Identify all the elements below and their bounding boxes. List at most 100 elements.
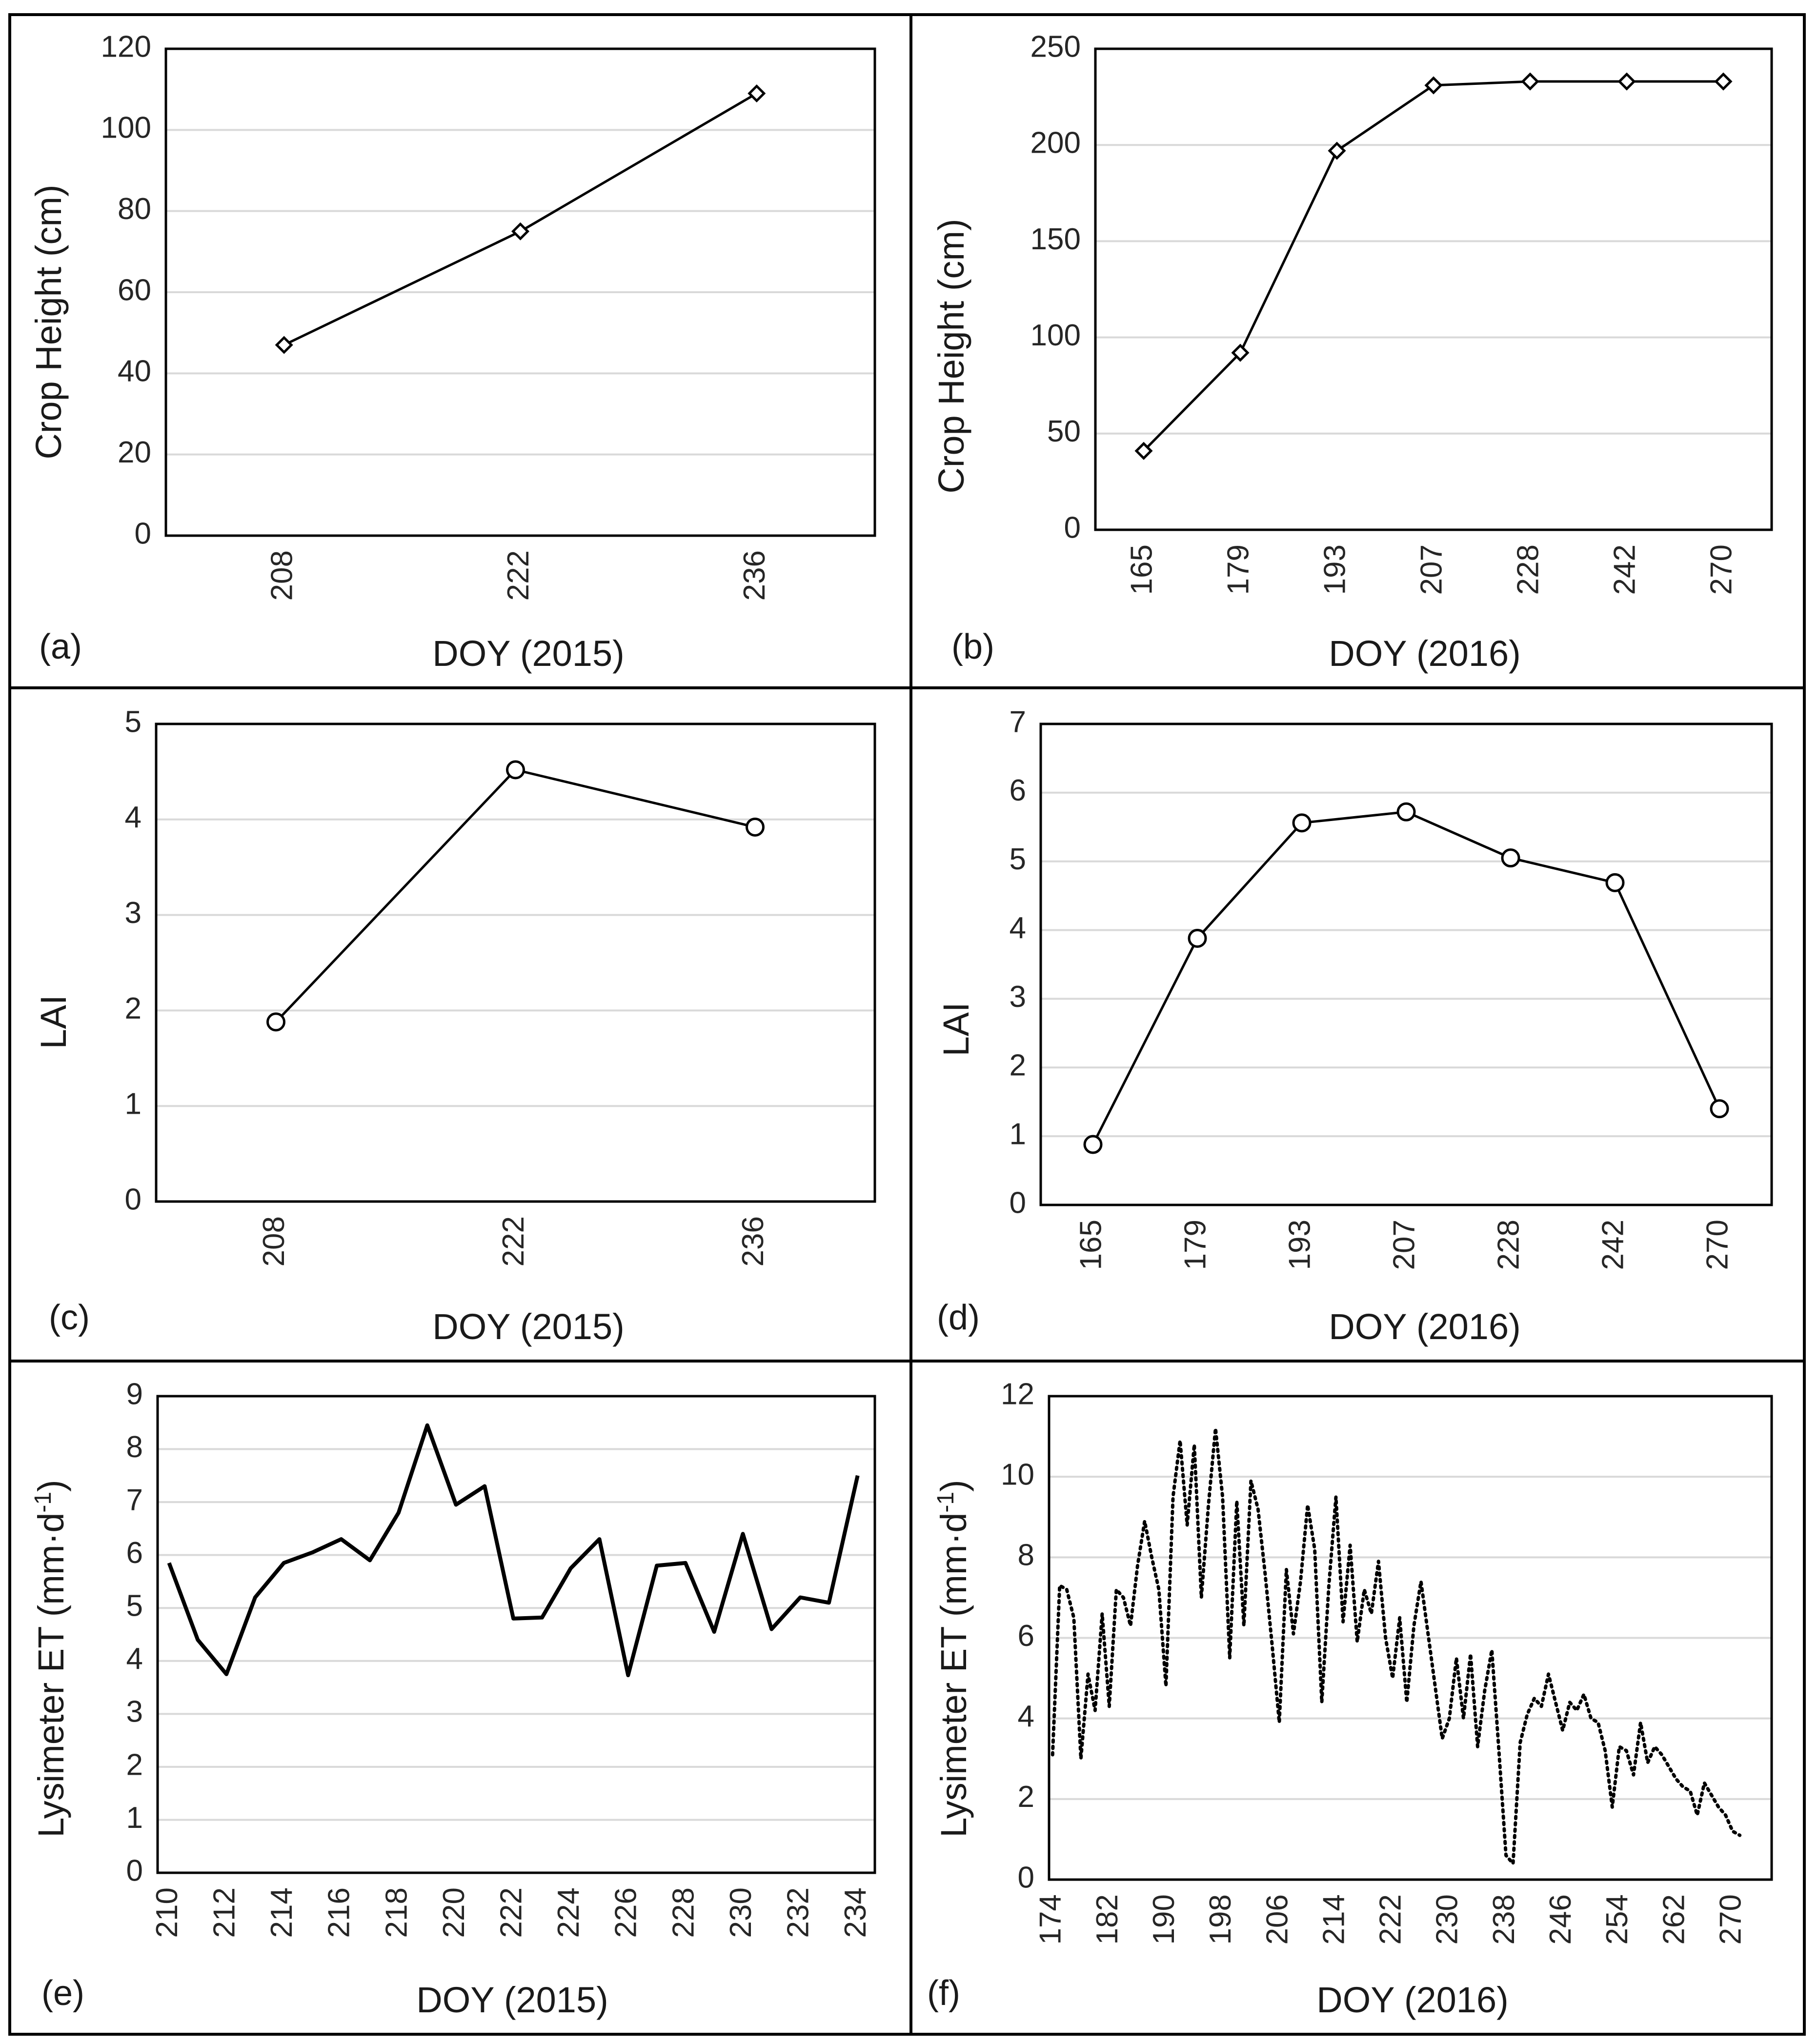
panel-label-f: (f) (927, 1974, 960, 2013)
chart-e-x-tick-label: 218 (380, 1887, 413, 1938)
chart-b-y-tick-label: 50 (1047, 415, 1081, 448)
chart-f-text: (f) DOY (2016) Lysimeter ET (mm·d-1) (927, 1480, 1509, 2020)
y-axis-title-c: LAI (33, 995, 74, 1049)
chart-f-x-tick-label: 238 (1487, 1894, 1521, 1944)
y-axis-title-f-main: Lysimeter ET (mm·d (933, 1513, 974, 1838)
chart-a-y-tick-label: 80 (118, 192, 151, 226)
chart-f-y-tick-label: 6 (1018, 1619, 1034, 1653)
chart-e-y-tick-label: 8 (126, 1430, 143, 1464)
y-axis-title-e: Lysimeter ET (mm·d-1) (30, 1480, 72, 1837)
chart-b-x-tick-label: 228 (1511, 544, 1545, 595)
chart-e-text: (e) DOY (2015) Lysimeter ET (mm·d-1) (30, 1480, 608, 2020)
chart-e-y-tick-label: 3 (126, 1695, 143, 1729)
chart-b-y-tick-label: 100 (1030, 319, 1081, 352)
x-axis-title-b: DOY (2016) (1329, 633, 1521, 674)
chart-d-x-tick-label: 242 (1596, 1220, 1630, 1270)
chart-d-x-tick-label: 193 (1283, 1220, 1316, 1270)
x-axis-title-f: DOY (2016) (1316, 1980, 1509, 2020)
chart-f-plot-frame (1048, 1395, 1773, 1881)
chart-f-y-tick-label: 8 (1018, 1539, 1034, 1572)
chart-f-x-tick-label: 222 (1374, 1894, 1408, 1944)
chart-d-x-tick-label: 165 (1074, 1220, 1108, 1270)
chart-e-x-tick-label: 228 (667, 1887, 700, 1938)
chart-e-y-tick-label: 6 (126, 1536, 143, 1570)
y-axis-title-b: Crop Height (cm) (931, 219, 971, 493)
y-axis-title-e-end: ) (31, 1480, 71, 1492)
panel-label-c: (c) (49, 1298, 90, 1337)
chart-c-y-tick-label: 2 (125, 992, 141, 1025)
chart-d-data-point (1710, 1099, 1729, 1119)
chart-c-y-tick-label: 1 (125, 1087, 141, 1121)
chart-e-x-tick-label: 234 (839, 1887, 872, 1938)
chart-f-x-tick-label: 174 (1034, 1894, 1068, 1944)
chart-b-x-tick-label: 179 (1221, 544, 1255, 595)
x-axis-title-e: DOY (2015) (416, 1980, 608, 2020)
chart-c-x-tick-label: 208 (257, 1216, 291, 1266)
chart-a-text: (a) DOY (2015) Crop Height (cm) (28, 184, 625, 674)
chart-e-y-tick-label: 7 (126, 1483, 143, 1517)
y-axis-title-f-sup: -1 (933, 1492, 959, 1513)
chart-d-data-point (1396, 802, 1416, 822)
chart-a-y-tick-label: 60 (118, 273, 151, 307)
chart-d-y-tick-label: 3 (1010, 980, 1026, 1014)
chart-c-y-tick-label: 0 (125, 1182, 141, 1216)
chart-c-data-point (506, 760, 525, 780)
chart-d-data-point (1501, 848, 1520, 868)
chart-d-plot-frame (1039, 722, 1773, 1206)
x-axis-title-d: DOY (2016) (1329, 1306, 1521, 1347)
chart-d-y-tick-label: 1 (1010, 1118, 1026, 1151)
chart-d-data-point (1083, 1135, 1103, 1154)
chart-f-x-tick-label: 198 (1204, 1894, 1237, 1944)
chart-e-series-line (167, 1423, 860, 1678)
chart-f-x-tick-label: 214 (1317, 1894, 1351, 1944)
chart-d-data-point (1605, 873, 1625, 892)
chart-e-y-tick-label: 0 (126, 1854, 143, 1887)
chart-f-y-tick-label: 2 (1018, 1780, 1034, 1814)
chart-e-x-tick-label: 230 (724, 1887, 758, 1938)
chart-c-y-tick-label: 5 (125, 705, 141, 739)
chart-d-plot: 0 1 2 3 4 5 6 7 165 179 193 207 228 242 270 (1010, 705, 1773, 1270)
chart-a-y-tick-label: 40 (118, 355, 151, 388)
chart-e-y-tick-label: 1 (126, 1801, 143, 1835)
y-axis-title-f-end: ) (933, 1480, 974, 1492)
chart-b-data-point (1328, 141, 1346, 160)
chart-a-y-tick-label: 20 (118, 436, 151, 469)
chart-a-y-tick-label: 100 (101, 111, 151, 145)
chart-c-plot-frame (155, 722, 876, 1203)
chart-c-y-tick-label: 3 (125, 896, 141, 930)
chart-e-x-tick-label: 220 (437, 1887, 471, 1938)
chart-d-text: (d) DOY (2016) LAI (936, 1002, 1521, 1347)
x-axis-title-a: DOY (2015) (432, 633, 625, 674)
chart-f-y-tick-label: 12 (1001, 1377, 1034, 1411)
chart-b-data-point (1424, 76, 1443, 95)
chart-b-data-point (1617, 72, 1636, 91)
chart-e-x-tick-label: 214 (265, 1887, 299, 1938)
chart-e-x-tick-label: 216 (323, 1887, 356, 1938)
chart-b-y-tick-label: 250 (1030, 30, 1081, 63)
chart-f-series-line (1050, 1426, 1742, 1865)
chart-a-y-tick-label: 120 (101, 30, 151, 63)
chart-a-x-tick-label: 236 (738, 550, 771, 601)
y-axis-title-a: Crop Height (cm) (28, 184, 69, 459)
chart-b-plot-frame (1094, 47, 1773, 531)
chart-d-y-tick-label: 7 (1010, 705, 1026, 739)
chart-b-data-point (1521, 72, 1539, 91)
x-axis-title-c: DOY (2015) (432, 1306, 625, 1347)
chart-e-x-tick-label: 226 (609, 1887, 643, 1938)
chart-d-data-point (1292, 813, 1312, 833)
panel-label-e: (e) (41, 1974, 84, 2013)
chart-b-y-tick-label: 150 (1030, 222, 1081, 256)
chart-b-x-tick-label: 165 (1125, 544, 1158, 595)
chart-d-x-tick-label: 228 (1492, 1220, 1525, 1270)
chart-b-text: (b) DOY (2016) Crop Height (cm) (931, 219, 1521, 674)
chart-a-data-point (747, 84, 766, 103)
chart-d-x-tick-label: 179 (1178, 1220, 1212, 1270)
chart-b-y-tick-label: 200 (1030, 126, 1081, 160)
y-axis-title-e-sup: -1 (30, 1492, 56, 1513)
chart-d-y-tick-label: 5 (1010, 842, 1026, 876)
chart-d-y-tick-label: 2 (1010, 1049, 1026, 1082)
y-axis-title-d: LAI (936, 1002, 976, 1056)
chart-d-y-tick-label: 0 (1010, 1186, 1026, 1220)
